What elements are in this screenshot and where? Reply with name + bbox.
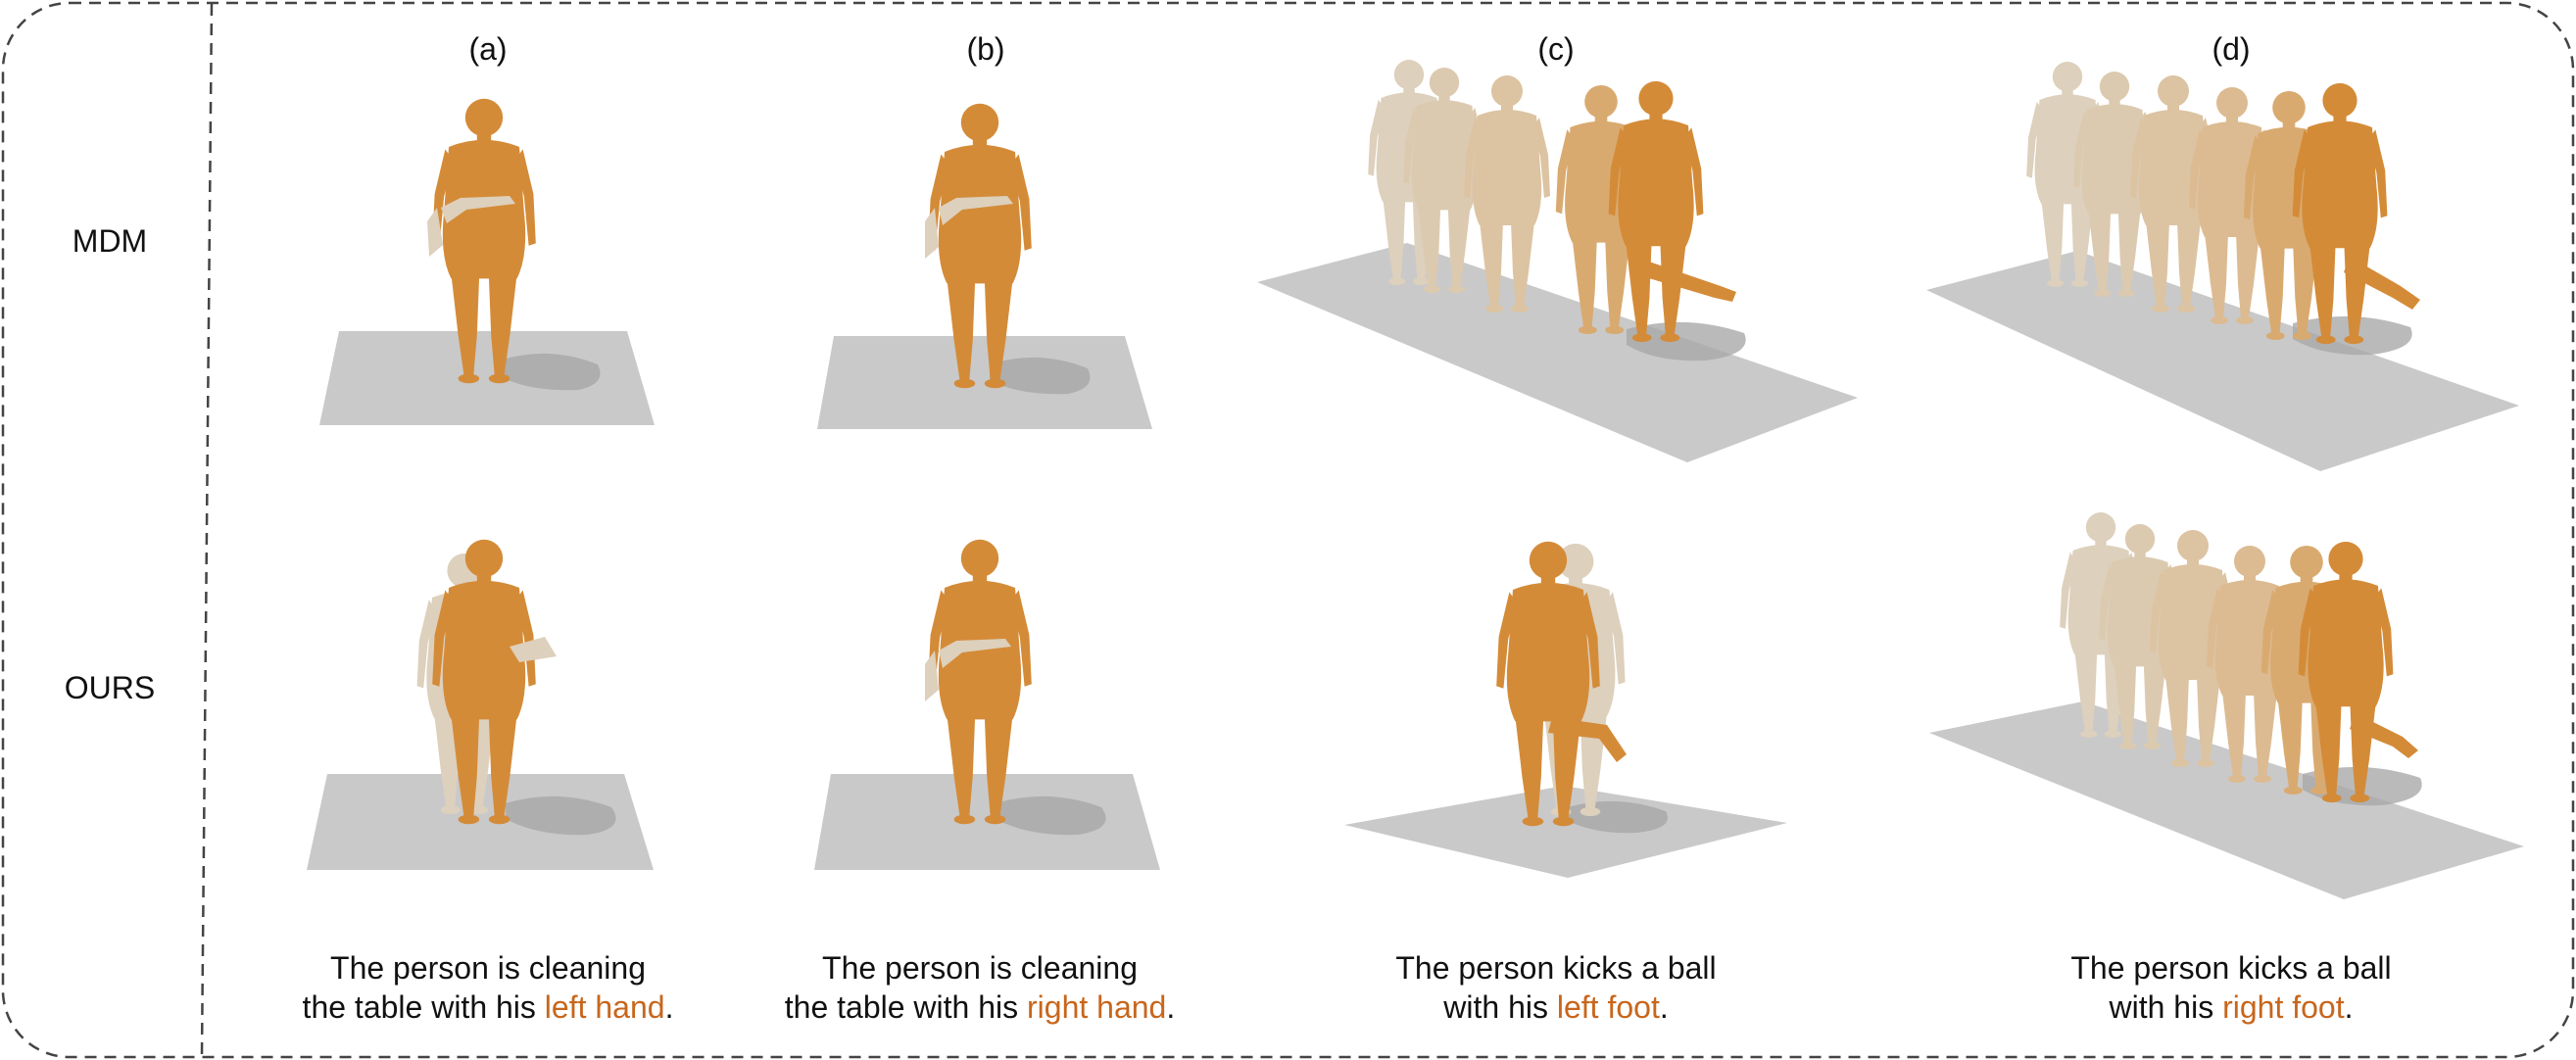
caption-punctuation: . — [664, 989, 674, 1025]
caption-line-2: with his left foot. — [1262, 988, 1850, 1027]
panel-mdm-d — [1926, 62, 2519, 471]
caption-b: The person is cleaning the table with hi… — [686, 948, 1274, 1027]
kicking-leg — [2344, 257, 2420, 310]
row-label-ours: OURS — [65, 670, 155, 705]
ghost-arm — [939, 196, 1013, 225]
caption-highlight: right foot — [2222, 989, 2345, 1025]
ghost-arm — [925, 208, 939, 259]
panel-ours-b — [814, 539, 1160, 870]
ghost-arm — [925, 650, 939, 701]
figure-shadow — [1627, 321, 1746, 361]
figure-shadow — [506, 795, 616, 836]
caption-line-1: The person kicks a ball — [2070, 950, 2392, 986]
panel-ours-a — [307, 539, 654, 870]
ghost-arm — [427, 208, 443, 257]
ghost-arm — [939, 639, 1011, 668]
column-label-c: (c) — [1537, 31, 1574, 67]
caption-line-2: the table with his right hand. — [686, 988, 1274, 1027]
caption-punctuation: . — [1166, 989, 1176, 1025]
panel-mdm-a — [319, 98, 655, 425]
caption-line-2: with his right foot. — [1937, 988, 2525, 1027]
kicking-leg — [1548, 717, 1627, 762]
caption-highlight: left foot — [1556, 989, 1660, 1025]
kicking-leg — [1642, 261, 1736, 302]
caption-highlight: right hand — [1027, 989, 1167, 1025]
panel-ours-c — [1344, 541, 1787, 878]
caption-c: The person kicks a ball with his left fo… — [1262, 948, 1850, 1027]
column-label-b: (b) — [966, 31, 1004, 67]
caption-punctuation: . — [1659, 989, 1669, 1025]
caption-text: with his — [2109, 989, 2223, 1025]
caption-text: the table with his — [302, 989, 545, 1025]
human-figure — [1608, 80, 1704, 343]
caption-highlight: left hand — [544, 989, 665, 1025]
floor-plane — [1926, 251, 2519, 471]
figure-shadow — [990, 357, 1091, 395]
caption-line-1: The person is cleaning — [330, 950, 646, 986]
caption-line-2: the table with his left hand. — [194, 988, 782, 1027]
caption-punctuation: . — [2344, 989, 2354, 1025]
floor-plane — [1257, 243, 1858, 462]
panel-mdm-b — [817, 103, 1152, 429]
ghost-arm — [441, 196, 515, 223]
panel-mdm-c — [1257, 60, 1858, 462]
figure-shadow — [996, 795, 1106, 836]
row-label-divider — [200, 3, 214, 1057]
caption-text: the table with his — [784, 989, 1028, 1025]
floor-plane — [1344, 786, 1787, 878]
column-label-a: (a) — [468, 31, 507, 67]
kicking-leg — [2350, 713, 2418, 758]
caption-line-1: The person kicks a ball — [1395, 950, 1717, 986]
floor-plane — [319, 331, 655, 425]
column-label-d: (d) — [2211, 31, 2250, 67]
caption-d: The person kicks a ball with his right f… — [1937, 948, 2525, 1027]
caption-text: with his — [1443, 989, 1557, 1025]
floor-plane — [1929, 701, 2524, 899]
figure-shadow — [500, 353, 601, 391]
panel-ours-d — [1929, 512, 2524, 899]
caption-line-1: The person is cleaning — [822, 950, 1138, 986]
ghost-arm — [510, 637, 557, 662]
row-label-mdm: MDM — [73, 223, 147, 259]
caption-a: The person is cleaning the table with hi… — [194, 948, 782, 1027]
